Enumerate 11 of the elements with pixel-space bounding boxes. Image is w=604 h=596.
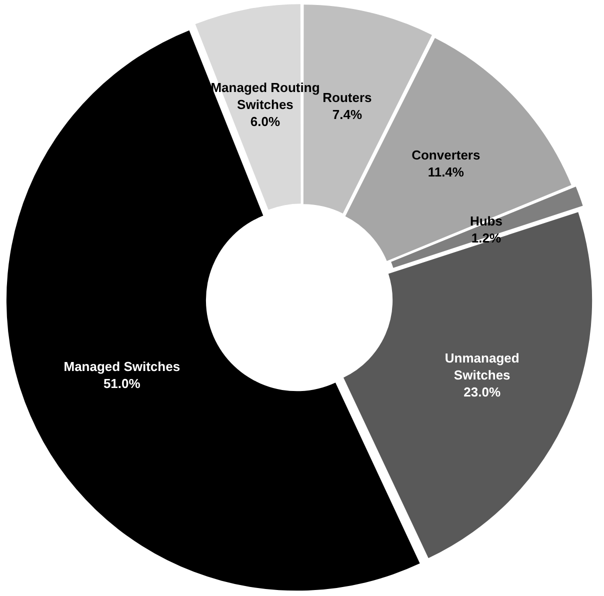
slice-label: Routers (322, 90, 372, 106)
data-label: 6.0% (250, 114, 280, 129)
slice-label: Hubs (470, 213, 502, 228)
data-label: 11.4% (428, 164, 464, 180)
data-label: 51.0% (103, 376, 141, 392)
slice-label: Converters (412, 148, 480, 163)
slice-label: Unmanaged Switches (444, 350, 520, 383)
slice-label: Managed Routing Switches (210, 80, 320, 112)
data-label: 23.0% (464, 384, 501, 400)
data-label: 7.4% (332, 107, 362, 122)
slice-label: Managed Switches (64, 359, 180, 374)
